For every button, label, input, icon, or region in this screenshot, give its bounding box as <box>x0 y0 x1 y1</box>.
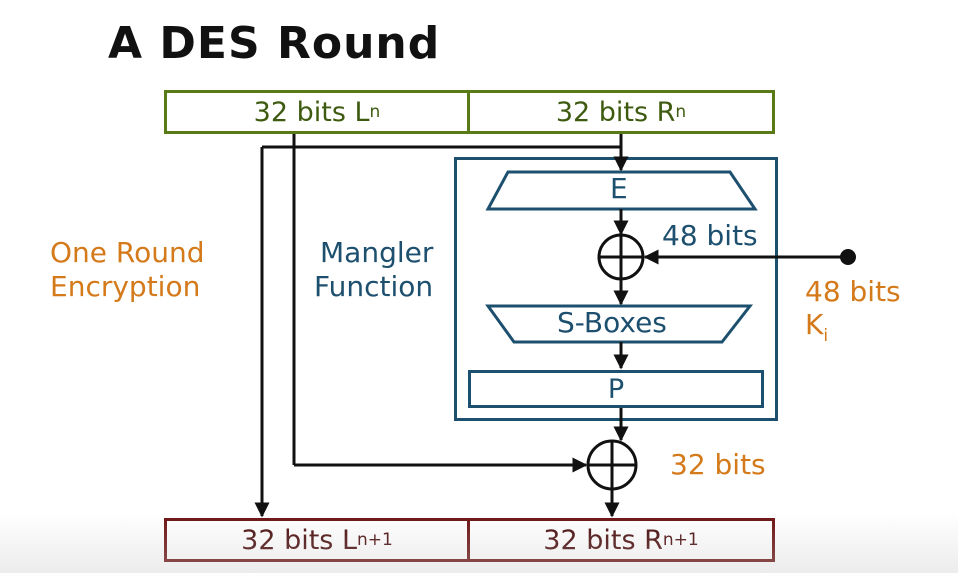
expansion-label: E <box>610 172 628 205</box>
diagram-title: A DES Round <box>108 18 441 69</box>
input-right-subscript: n <box>675 102 687 122</box>
input-left-label: 32 bits L <box>253 96 370 128</box>
key-name-label: Ki <box>805 308 829 346</box>
expansion-trapezoid <box>485 170 758 211</box>
input-right-label: 32 bits R <box>555 96 676 128</box>
permutation-label: P <box>607 373 625 405</box>
output-right-subscript: n+1 <box>662 530 699 550</box>
mangler-function-label: Mangler Function <box>314 236 434 303</box>
output-right-label: 32 bits R <box>543 524 663 556</box>
inner-xor-bits-label: 48 bits <box>662 219 758 252</box>
output-left-label: 32 bits L <box>241 524 357 556</box>
sboxes-label: S-Boxes <box>557 306 667 339</box>
input-left-subscript: n <box>369 102 381 122</box>
key-bits-label: 48 bits <box>805 275 901 308</box>
permutation-box: P <box>468 370 764 408</box>
one-round-encryption-label: One Round Encryption <box>50 236 205 303</box>
output-left-subscript: n+1 <box>357 530 393 550</box>
sboxes-trapezoid <box>485 304 754 344</box>
outer-xor-bits-label: 32 bits <box>670 448 766 481</box>
